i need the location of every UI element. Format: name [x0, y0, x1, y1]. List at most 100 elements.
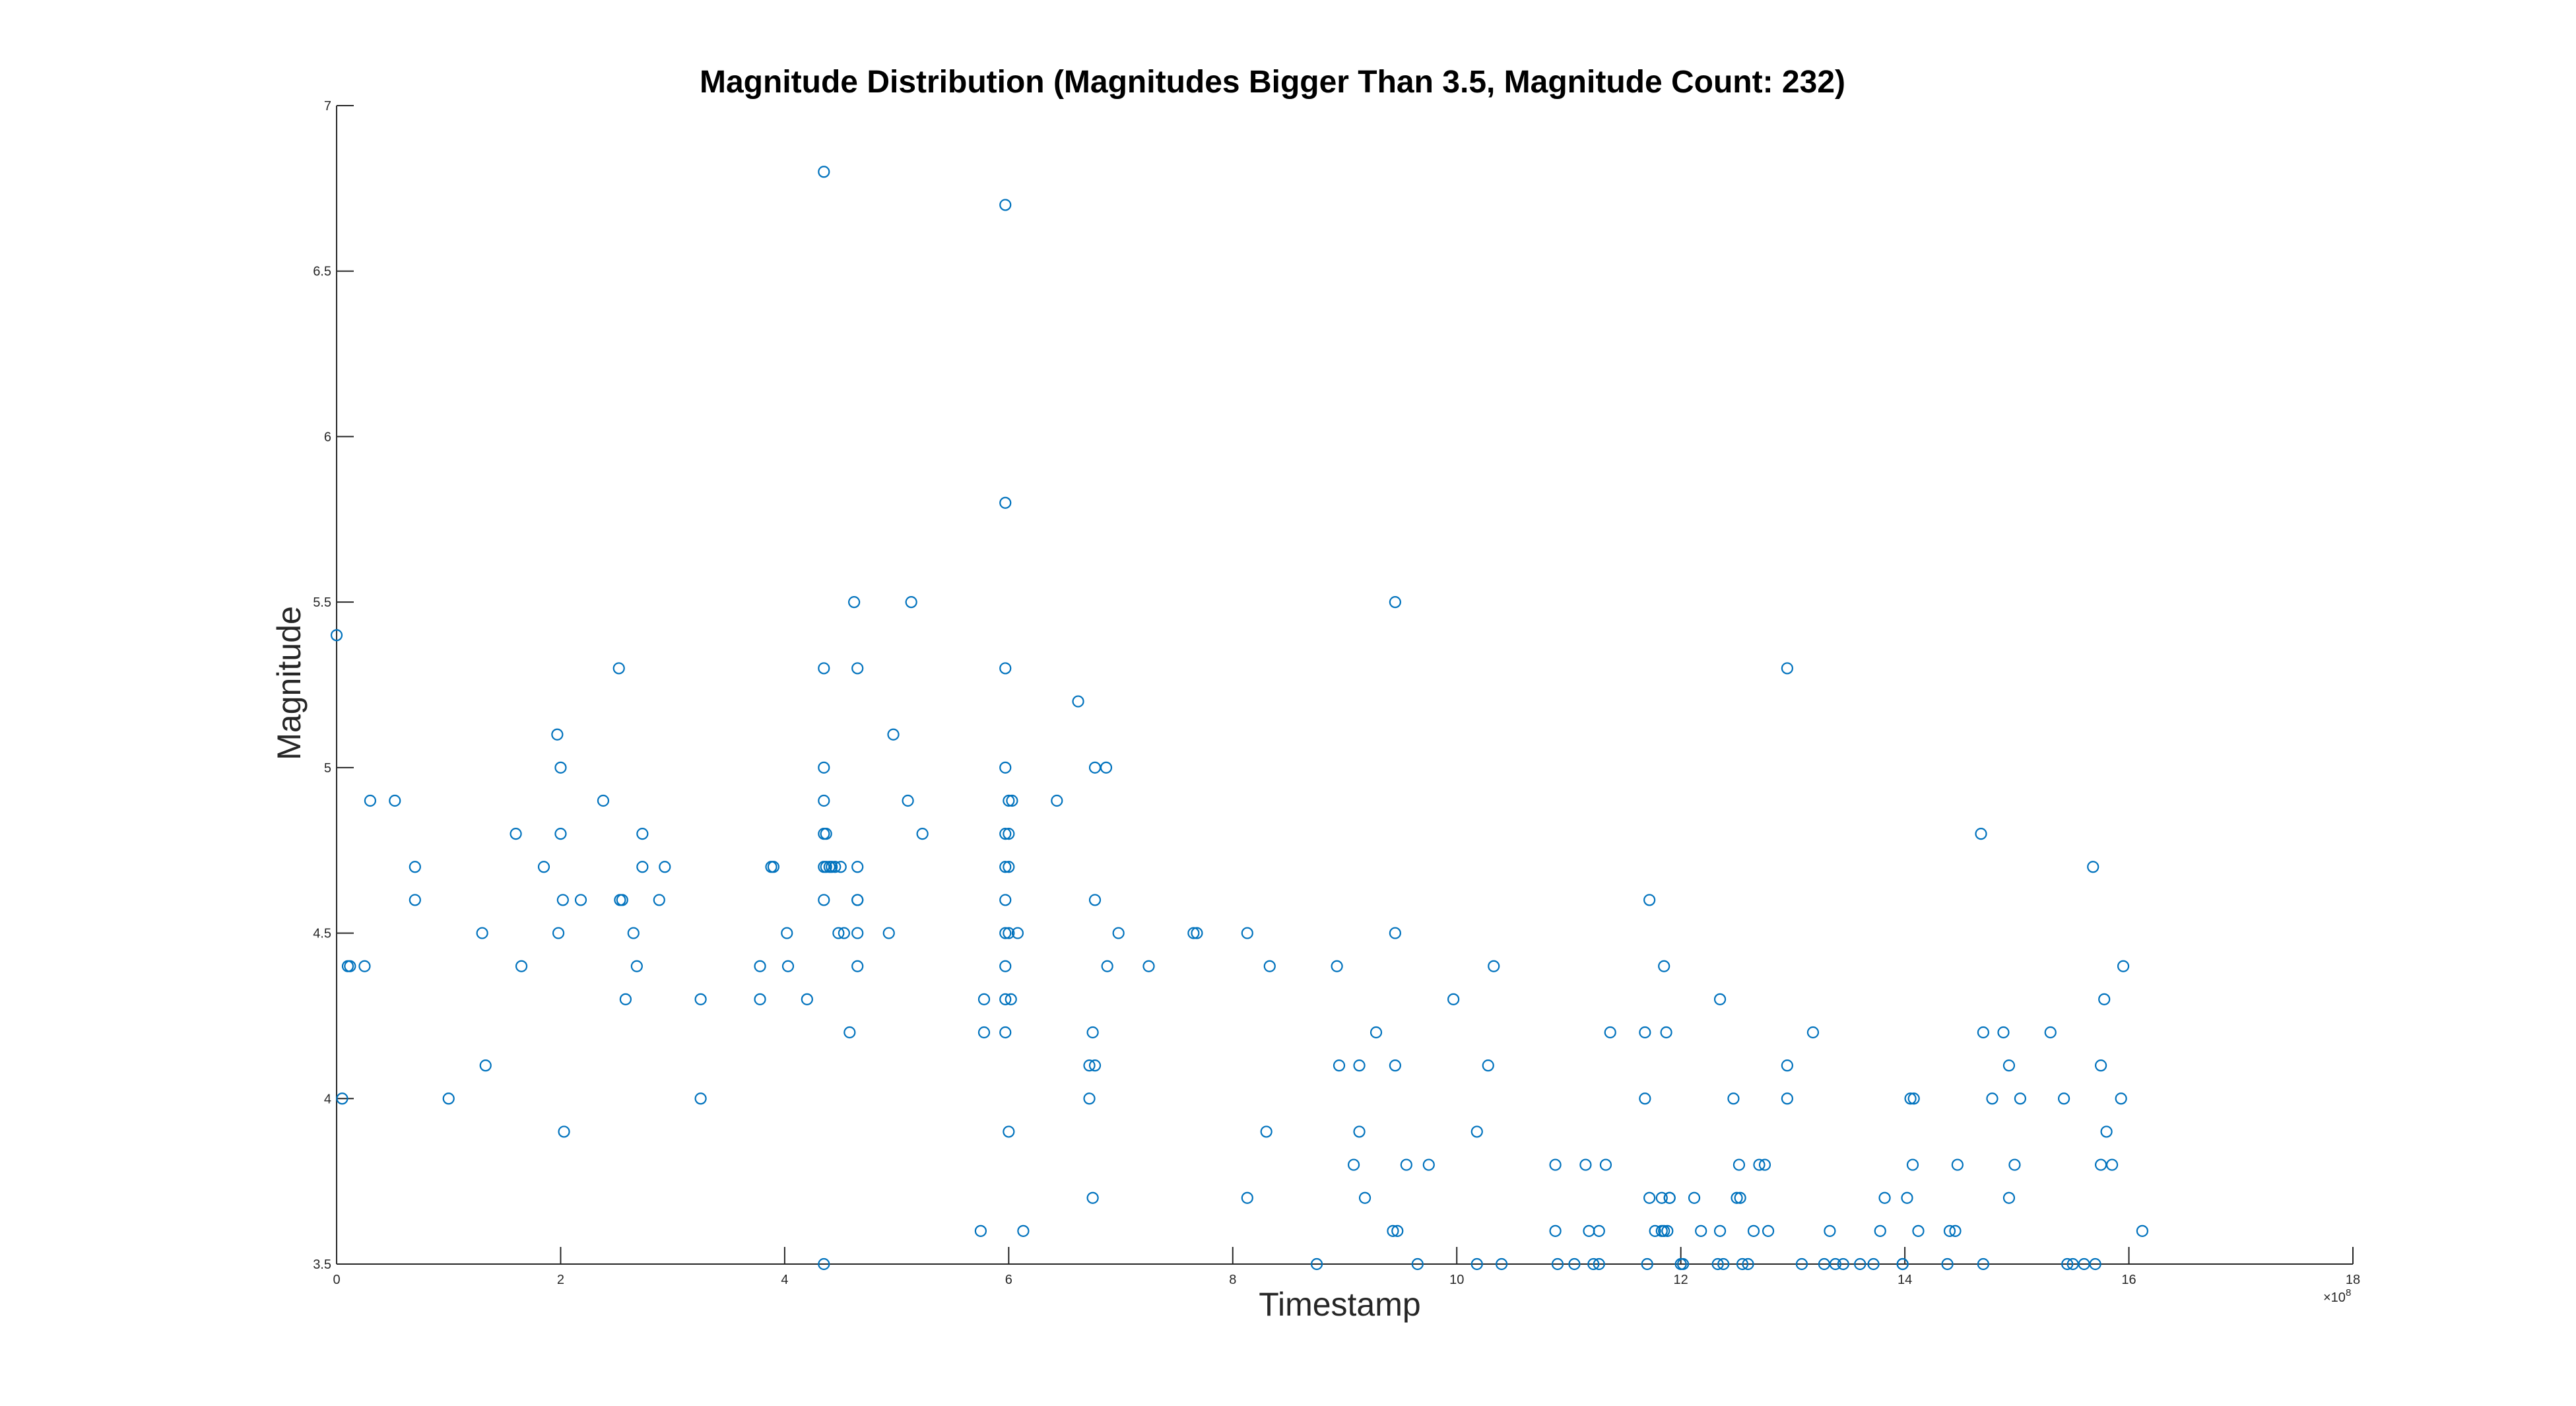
data-point [2095, 1059, 2107, 1072]
data-point [1733, 1158, 1746, 1171]
data-point [1837, 1257, 1849, 1271]
data-point [1941, 1257, 1954, 1271]
data-point [612, 662, 625, 675]
x-axis-exponent: ×108 [2323, 1287, 2351, 1305]
data-point [1660, 1026, 1672, 1039]
data-point [1241, 1191, 1253, 1204]
x-tick-label: 10 [1449, 1273, 1464, 1287]
data-point [1986, 1092, 1998, 1105]
data-point [1003, 927, 1015, 939]
data-point [1867, 1257, 1880, 1271]
data-point [554, 828, 567, 840]
data-point [1003, 861, 1015, 873]
data-point [977, 1026, 991, 1039]
data-point [1655, 1191, 1668, 1204]
data-point [1549, 1224, 1562, 1237]
axis-ticks: 0 2 4 6 8 10 12 14 16 18 3.5 4 4.5 5 5.5 6 6.5 7 [313, 99, 2360, 1287]
data-point [551, 728, 564, 741]
data-point [826, 861, 838, 873]
data-point [781, 927, 793, 939]
data-point [1593, 1224, 1605, 1237]
data-point [1191, 927, 1203, 939]
data-point [2087, 861, 2099, 873]
data-point [832, 927, 845, 939]
data-point [1912, 1224, 1925, 1237]
data-point [2136, 1224, 2149, 1237]
data-point [905, 596, 917, 609]
data-point [1005, 993, 1017, 1005]
y-tick-label: 6 [324, 430, 331, 444]
data-point [558, 1125, 570, 1138]
y-tick-label: 6.5 [313, 265, 331, 279]
data-point [1639, 1092, 1651, 1105]
data-point [336, 1092, 348, 1105]
data-point [2117, 960, 2130, 972]
data-point [1758, 1158, 1771, 1171]
data-point [843, 1026, 856, 1039]
data-point [1331, 960, 1343, 972]
data-point [1488, 960, 1500, 972]
data-point [2095, 1158, 2107, 1171]
data-point [781, 960, 795, 972]
data-point [1579, 1158, 1592, 1171]
data-point [2008, 1158, 2021, 1171]
data-point [1736, 1257, 1749, 1271]
x-tick-label: 12 [1674, 1273, 1688, 1287]
data-point [999, 199, 1012, 211]
data-point [1470, 1257, 1483, 1271]
data-point [1661, 1224, 1674, 1237]
data-point [1333, 1059, 1346, 1072]
data-point [801, 993, 813, 1005]
data-point [1907, 1092, 1920, 1105]
x-tick-label: 8 [1229, 1273, 1236, 1287]
data-point [1641, 1257, 1653, 1271]
data-point [1781, 1092, 1794, 1105]
data-point [1901, 1191, 1913, 1204]
data-point [479, 1059, 492, 1072]
data-point [1241, 927, 1253, 939]
data-point [694, 993, 707, 1005]
data-point [1101, 960, 1113, 972]
data-point [818, 761, 830, 774]
data-point [1389, 927, 1401, 939]
data-point [1086, 1191, 1099, 1204]
data-point [1551, 1257, 1564, 1271]
data-point [820, 828, 832, 840]
data-point [2098, 993, 2111, 1005]
x-tick-label: 0 [333, 1273, 340, 1287]
data-point [999, 496, 1012, 509]
data-point [1017, 1224, 1030, 1237]
data-point [1977, 1026, 1990, 1039]
data-point [2044, 1026, 2057, 1039]
data-point [820, 861, 832, 873]
data-point [1088, 894, 1102, 906]
data-point [1806, 1026, 1820, 1039]
data-point [1795, 1257, 1808, 1271]
data-point [2089, 1257, 2101, 1271]
data-point [754, 960, 766, 972]
data-point [2115, 1092, 2127, 1105]
data-point [851, 927, 864, 939]
data-point [537, 861, 550, 873]
data-point [1874, 1224, 1886, 1237]
data-point [510, 828, 522, 840]
data-point [476, 927, 488, 939]
data-point [1713, 993, 1727, 1005]
data-point [636, 828, 649, 840]
data-point [1649, 1224, 1661, 1237]
data-point [1824, 1224, 1836, 1237]
data-point [974, 1224, 987, 1237]
data-point [1003, 794, 1015, 807]
data-point [838, 927, 850, 939]
data-point [1997, 1026, 2010, 1039]
data-point [1568, 1257, 1581, 1271]
data-point [999, 894, 1012, 906]
data-point [1011, 927, 1024, 939]
data-point [409, 861, 421, 873]
data-point [574, 894, 587, 906]
data-point [1943, 1224, 1956, 1237]
data-point [1142, 960, 1155, 972]
data-point [1088, 761, 1102, 774]
data-point [389, 794, 401, 807]
